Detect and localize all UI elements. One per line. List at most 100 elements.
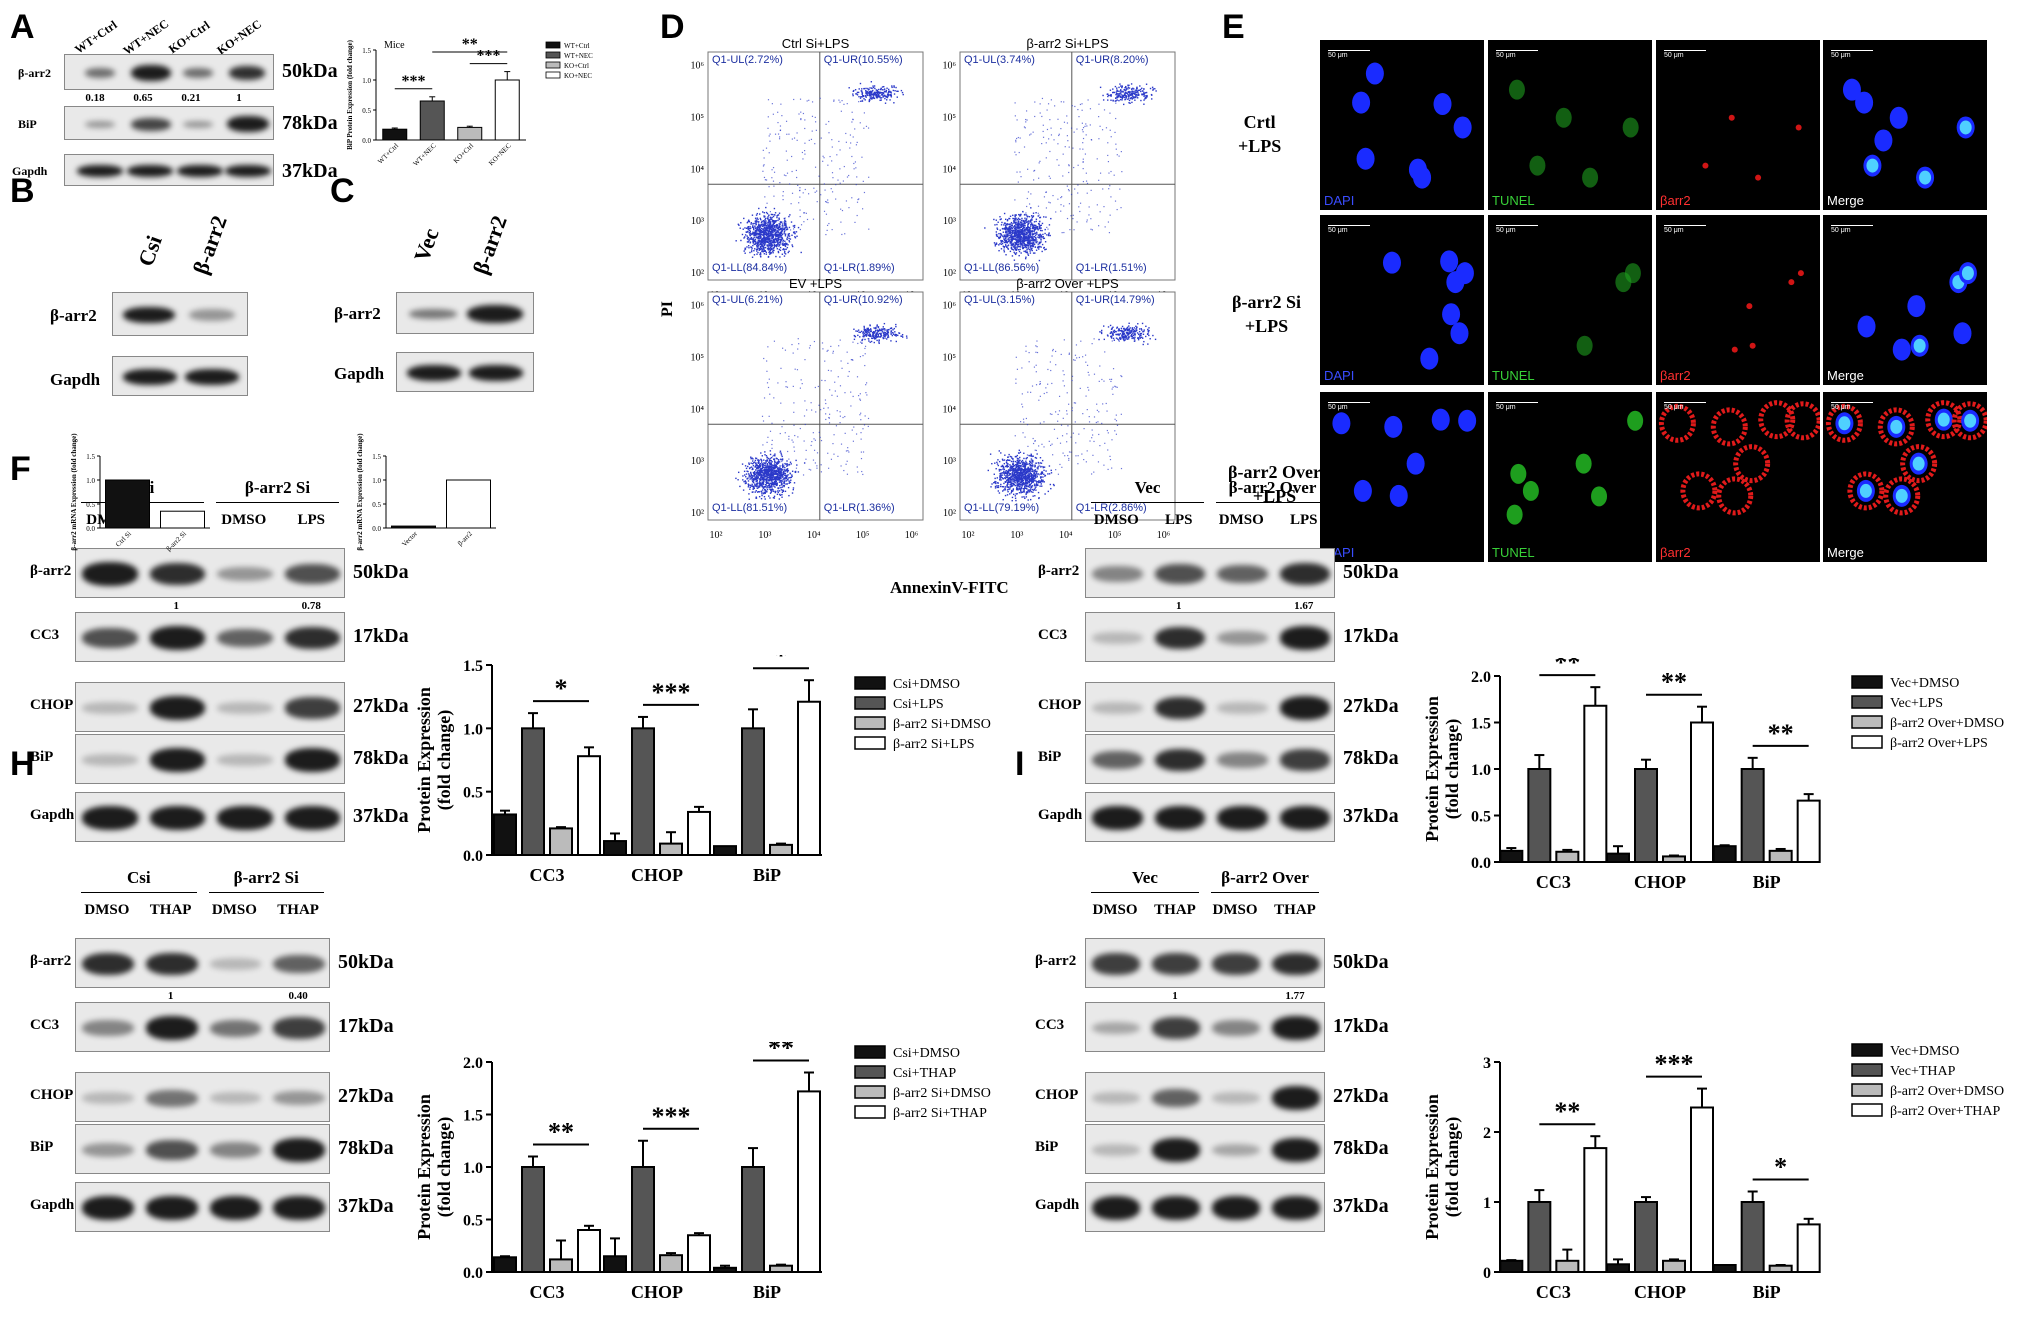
dot [1000, 243, 1003, 245]
dot [766, 360, 768, 362]
dot [1108, 172, 1110, 174]
dot [1030, 488, 1032, 490]
dot [902, 93, 904, 96]
dot [863, 335, 865, 338]
dot [830, 188, 832, 190]
dot [1029, 498, 1032, 501]
dot [769, 463, 771, 466]
dot [832, 177, 834, 179]
dot [1037, 212, 1039, 214]
dot [1032, 460, 1034, 462]
dot [1040, 480, 1043, 483]
dot [999, 229, 1001, 231]
dot [1025, 256, 1027, 258]
dot [774, 229, 776, 232]
blot-strip [64, 106, 274, 140]
dot [872, 331, 875, 334]
dot [826, 229, 828, 232]
dot [1090, 218, 1092, 220]
dot [1012, 489, 1014, 491]
dot [1010, 482, 1013, 484]
dot [1025, 236, 1028, 238]
dot [1060, 210, 1062, 212]
dot [872, 94, 875, 96]
dot [854, 128, 856, 130]
dot [1029, 480, 1031, 482]
dot [760, 473, 762, 475]
dot [763, 250, 766, 252]
dot [1026, 205, 1028, 208]
dot [853, 334, 856, 337]
dot [1020, 229, 1023, 231]
dot [758, 247, 761, 250]
dot [855, 184, 857, 186]
dot [764, 475, 766, 477]
dot [881, 93, 884, 95]
dot [1118, 86, 1120, 89]
dot [782, 241, 784, 243]
dot [1129, 97, 1132, 100]
dot [1037, 222, 1040, 225]
dot [820, 194, 822, 196]
dot [1021, 477, 1023, 479]
dot [1023, 242, 1026, 245]
dot [1072, 147, 1074, 149]
dot [868, 228, 870, 230]
dot [791, 244, 793, 246]
dot [869, 93, 871, 95]
dot [878, 341, 880, 343]
dot [770, 463, 772, 466]
dot [1113, 91, 1116, 94]
dot [1133, 93, 1136, 95]
dot [766, 487, 768, 489]
dot [876, 95, 878, 98]
dot [772, 496, 775, 499]
dot [771, 216, 773, 219]
dot [747, 483, 750, 485]
dot [1002, 478, 1004, 480]
dot [1007, 477, 1010, 480]
dot [779, 238, 781, 241]
dot [791, 492, 794, 494]
dot [753, 248, 756, 250]
dot [762, 234, 764, 236]
dot [781, 465, 784, 467]
dot [1005, 469, 1007, 472]
dot [838, 140, 840, 143]
dot [769, 219, 771, 221]
dot [1066, 217, 1069, 220]
dot [1047, 473, 1049, 475]
dot [862, 355, 864, 357]
dot [741, 233, 744, 236]
dot [1010, 492, 1013, 494]
dot [1122, 94, 1125, 97]
dot [763, 357, 765, 360]
dot [779, 235, 781, 237]
dot [1139, 85, 1141, 87]
dot [880, 335, 883, 337]
dot [1029, 483, 1031, 485]
dot [865, 331, 867, 333]
dot [1128, 95, 1130, 98]
dot [782, 471, 785, 473]
dot [871, 337, 873, 340]
dot [775, 225, 778, 227]
dot [1057, 198, 1059, 200]
dot [800, 251, 802, 254]
dot [1017, 226, 1019, 229]
dot [1038, 220, 1041, 223]
dot [769, 252, 772, 255]
dot [872, 86, 875, 89]
dot [1062, 175, 1064, 177]
dot [760, 256, 762, 258]
dot [799, 98, 802, 100]
dot [760, 253, 762, 255]
dot [772, 470, 774, 472]
dot [793, 137, 796, 139]
dot [1027, 224, 1029, 226]
dot [770, 468, 772, 470]
dot [1027, 472, 1030, 474]
dot [1024, 472, 1027, 475]
dot [873, 336, 875, 339]
dot [813, 438, 815, 440]
